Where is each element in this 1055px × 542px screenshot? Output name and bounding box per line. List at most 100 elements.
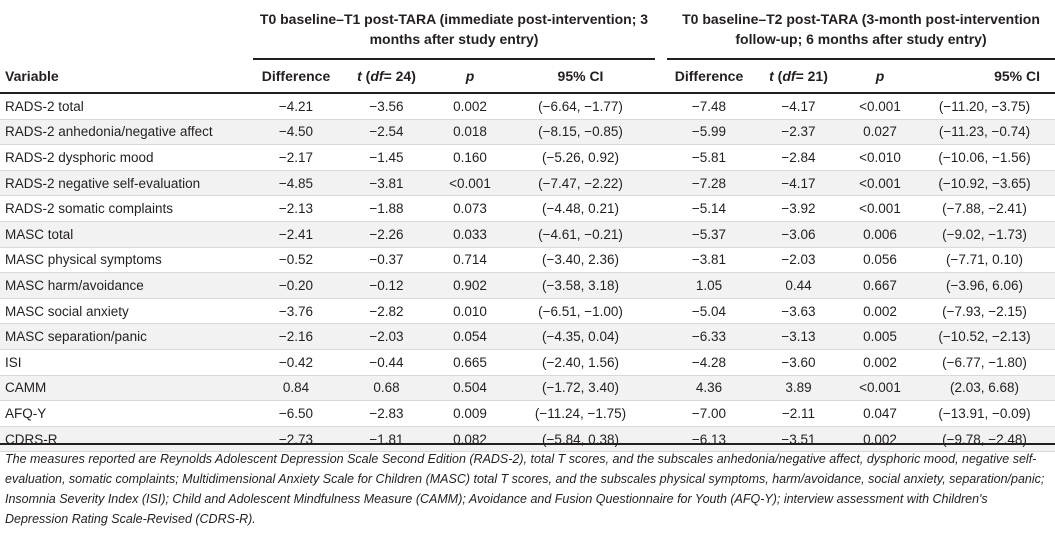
t-symbol: t — [769, 68, 774, 84]
cell-ci-t2: (−11.23, −0.74) — [938, 124, 1031, 140]
cell-t-value-t2: 0.44 — [785, 277, 812, 293]
cell-difference-t2: 4.36 — [695, 380, 723, 396]
cell-ci-t1: (−6.51, −1.00) — [538, 303, 623, 319]
table-row: RADS-2 dysphoric mood −2.17 −1.45 0.160 (−5.… — [0, 145, 1055, 171]
cell-t-value-t2: −3.06 — [781, 226, 816, 242]
cell-p-value-t1: 0.033 — [453, 226, 487, 242]
cell-variable: ISI — [5, 354, 22, 370]
cell-difference-t1: −0.20 — [278, 277, 314, 293]
table-row: CAMM 0.84 0.68 0.504 (−1.72, 3.40) 4.36 3.89 <0… — [0, 375, 1055, 402]
column-header-row: Variable Difference t (df = 24) p 95% CI… — [0, 60, 1055, 94]
cell-t-value-t1: −1.81 — [369, 431, 404, 447]
cell-difference-t1: −0.42 — [278, 354, 314, 370]
cell-p-value-t1: 0.504 — [453, 380, 487, 396]
cell-p-value-t1: 0.073 — [453, 201, 487, 217]
cell-p-value-t1: 0.009 — [453, 405, 487, 421]
cell-ci-t2: (−9.02, −1.73) — [942, 226, 1027, 242]
cell-t-value-t2: −3.13 — [781, 329, 816, 345]
cell-p-value-t1: 0.082 — [453, 431, 487, 447]
cell-p-value-t2: 0.056 — [863, 252, 897, 268]
cell-difference-t1: −2.17 — [278, 149, 314, 165]
cell-t-value-t2: −4.17 — [781, 175, 816, 191]
group-rule-t2 — [667, 58, 1055, 60]
cell-variable: CDRS-R — [5, 431, 58, 447]
table-row: ISI −0.42 −0.44 0.665 (−2.40, 1.56) −4.28 −3.6… — [0, 350, 1055, 376]
df-value: = 24 — [383, 68, 412, 84]
table-footnote: The measures reported are Reynolds Adole… — [5, 452, 1045, 526]
table-row: AFQ-Y −6.50 −2.83 0.009 (−11.24, −1.75) −7.00… — [0, 401, 1055, 427]
cell-ci-t1: (−7.47, −2.22) — [538, 175, 623, 191]
cell-ci-t2: (2.03, 6.68) — [949, 380, 1020, 396]
cell-ci-t1: (−8.15, −0.85) — [538, 124, 623, 140]
cell-t-value-t1: −2.83 — [369, 405, 404, 421]
cell-t-value-t1: −2.82 — [369, 303, 404, 319]
table-body: RADS-2 total −4.21 −3.56 0.002 (−6.64, −1.77… — [0, 94, 1055, 453]
cell-difference-t2: −3.81 — [691, 252, 727, 268]
cell-t-value-t1: −0.37 — [369, 252, 404, 268]
cell-difference-t1: −2.16 — [278, 329, 314, 345]
cell-variable: AFQ-Y — [5, 405, 47, 421]
cell-p-value-t2: <0.001 — [859, 175, 901, 191]
cell-t-value-t1: −1.45 — [369, 149, 404, 165]
col-p-1: p — [434, 60, 506, 92]
cell-p-value-t2: 0.047 — [863, 405, 897, 421]
cell-p-value-t1: 0.160 — [453, 149, 487, 165]
cell-variable: RADS-2 negative self-evaluation — [5, 175, 201, 191]
cell-ci-t1: (−1.72, 3.40) — [542, 380, 619, 396]
cell-variable: CAMM — [5, 380, 47, 396]
cell-t-value-t1: −0.12 — [369, 277, 404, 293]
cell-t-value-t1: −2.26 — [369, 226, 404, 242]
p-symbol: p — [465, 68, 475, 84]
cell-ci-t1: (−4.61, −0.21) — [538, 226, 623, 242]
cell-difference-t2: −5.14 — [691, 201, 727, 217]
cell-t-value-t2: −2.11 — [781, 405, 816, 421]
cell-ci-t2: (−7.71, 0.10) — [946, 252, 1023, 268]
cell-ci-t2: (−6.77, −1.80) — [942, 354, 1027, 370]
cell-t-value-t2: −3.60 — [781, 354, 816, 370]
cell-ci-t2: (−13.91, −0.09) — [938, 405, 1031, 421]
table-row: RADS-2 negative self-evaluation −4.85 −3.8… — [0, 170, 1055, 197]
col-t-1: t (df = 24) — [357, 68, 416, 84]
col-ci-1: 95% CI — [557, 68, 604, 84]
cell-t-value-t1: −2.03 — [369, 329, 404, 345]
t-symbol: t — [357, 68, 362, 84]
table-row: RADS-2 anhedonia/negative affect −4.50 −2.… — [0, 119, 1055, 146]
table-row: CDRS-R −2.73 −1.81 0.082 (−5.84, 0.38) −6.13 −… — [0, 426, 1055, 453]
cell-ci-t2: (−7.93, −2.15) — [942, 303, 1027, 319]
group-header-t2: T0 baseline–T2 post-TARA (3-month post-i… — [682, 11, 1040, 47]
cell-difference-t2: −5.04 — [691, 303, 727, 319]
cell-p-value-t1: 0.002 — [453, 98, 487, 114]
cell-p-value-t2: <0.010 — [859, 149, 901, 165]
cell-variable: RADS-2 somatic complaints — [5, 201, 174, 217]
cell-t-value-t2: −3.51 — [781, 431, 816, 447]
cell-p-value-t2: 0.002 — [863, 354, 897, 370]
cell-variable: MASC harm/avoidance — [5, 277, 144, 293]
cell-ci-t1: (−6.64, −1.77) — [538, 98, 623, 114]
p-symbol: p — [875, 68, 885, 84]
cell-p-value-t1: 0.714 — [453, 252, 487, 268]
df-symbol: df — [370, 68, 384, 84]
table-row: MASC separation/panic −2.16 −2.03 0.054 (−4.… — [0, 324, 1055, 350]
cell-t-value-t2: −2.03 — [781, 252, 816, 268]
cell-ci-t1: (−3.58, 3.18) — [542, 277, 619, 293]
cell-t-value-t1: −3.81 — [369, 175, 404, 191]
table-row: MASC harm/avoidance −0.20 −0.12 0.902 (−3.58… — [0, 273, 1055, 299]
cell-p-value-t2: <0.001 — [859, 380, 901, 396]
cell-difference-t1: −6.50 — [278, 405, 314, 421]
cell-variable: RADS-2 anhedonia/negative affect — [5, 124, 213, 140]
table-row: MASC physical symptoms −0.52 −0.37 0.714 (−3… — [0, 248, 1055, 274]
cell-difference-t2: −7.48 — [691, 98, 727, 114]
col-difference-1: Difference — [261, 68, 331, 84]
cell-p-value-t2: <0.001 — [859, 201, 901, 217]
cell-t-value-t2: 3.89 — [785, 380, 812, 396]
col-ci-2: 95% CI — [994, 68, 1040, 84]
cell-ci-t2: (−9.78, −2.48) — [942, 431, 1027, 447]
cell-ci-t1: (−3.40, 2.36) — [542, 252, 619, 268]
cell-t-value-t2: −3.63 — [781, 303, 816, 319]
cell-p-value-t2: 0.667 — [863, 277, 897, 293]
cell-ci-t2: (−7.88, −2.41) — [942, 201, 1027, 217]
cell-ci-t1: (−5.84, 0.38) — [542, 431, 619, 447]
cell-ci-t1: (−5.26, 0.92) — [542, 149, 619, 165]
cell-difference-t1: −3.76 — [278, 303, 314, 319]
cell-t-value-t2: −2.84 — [781, 149, 816, 165]
